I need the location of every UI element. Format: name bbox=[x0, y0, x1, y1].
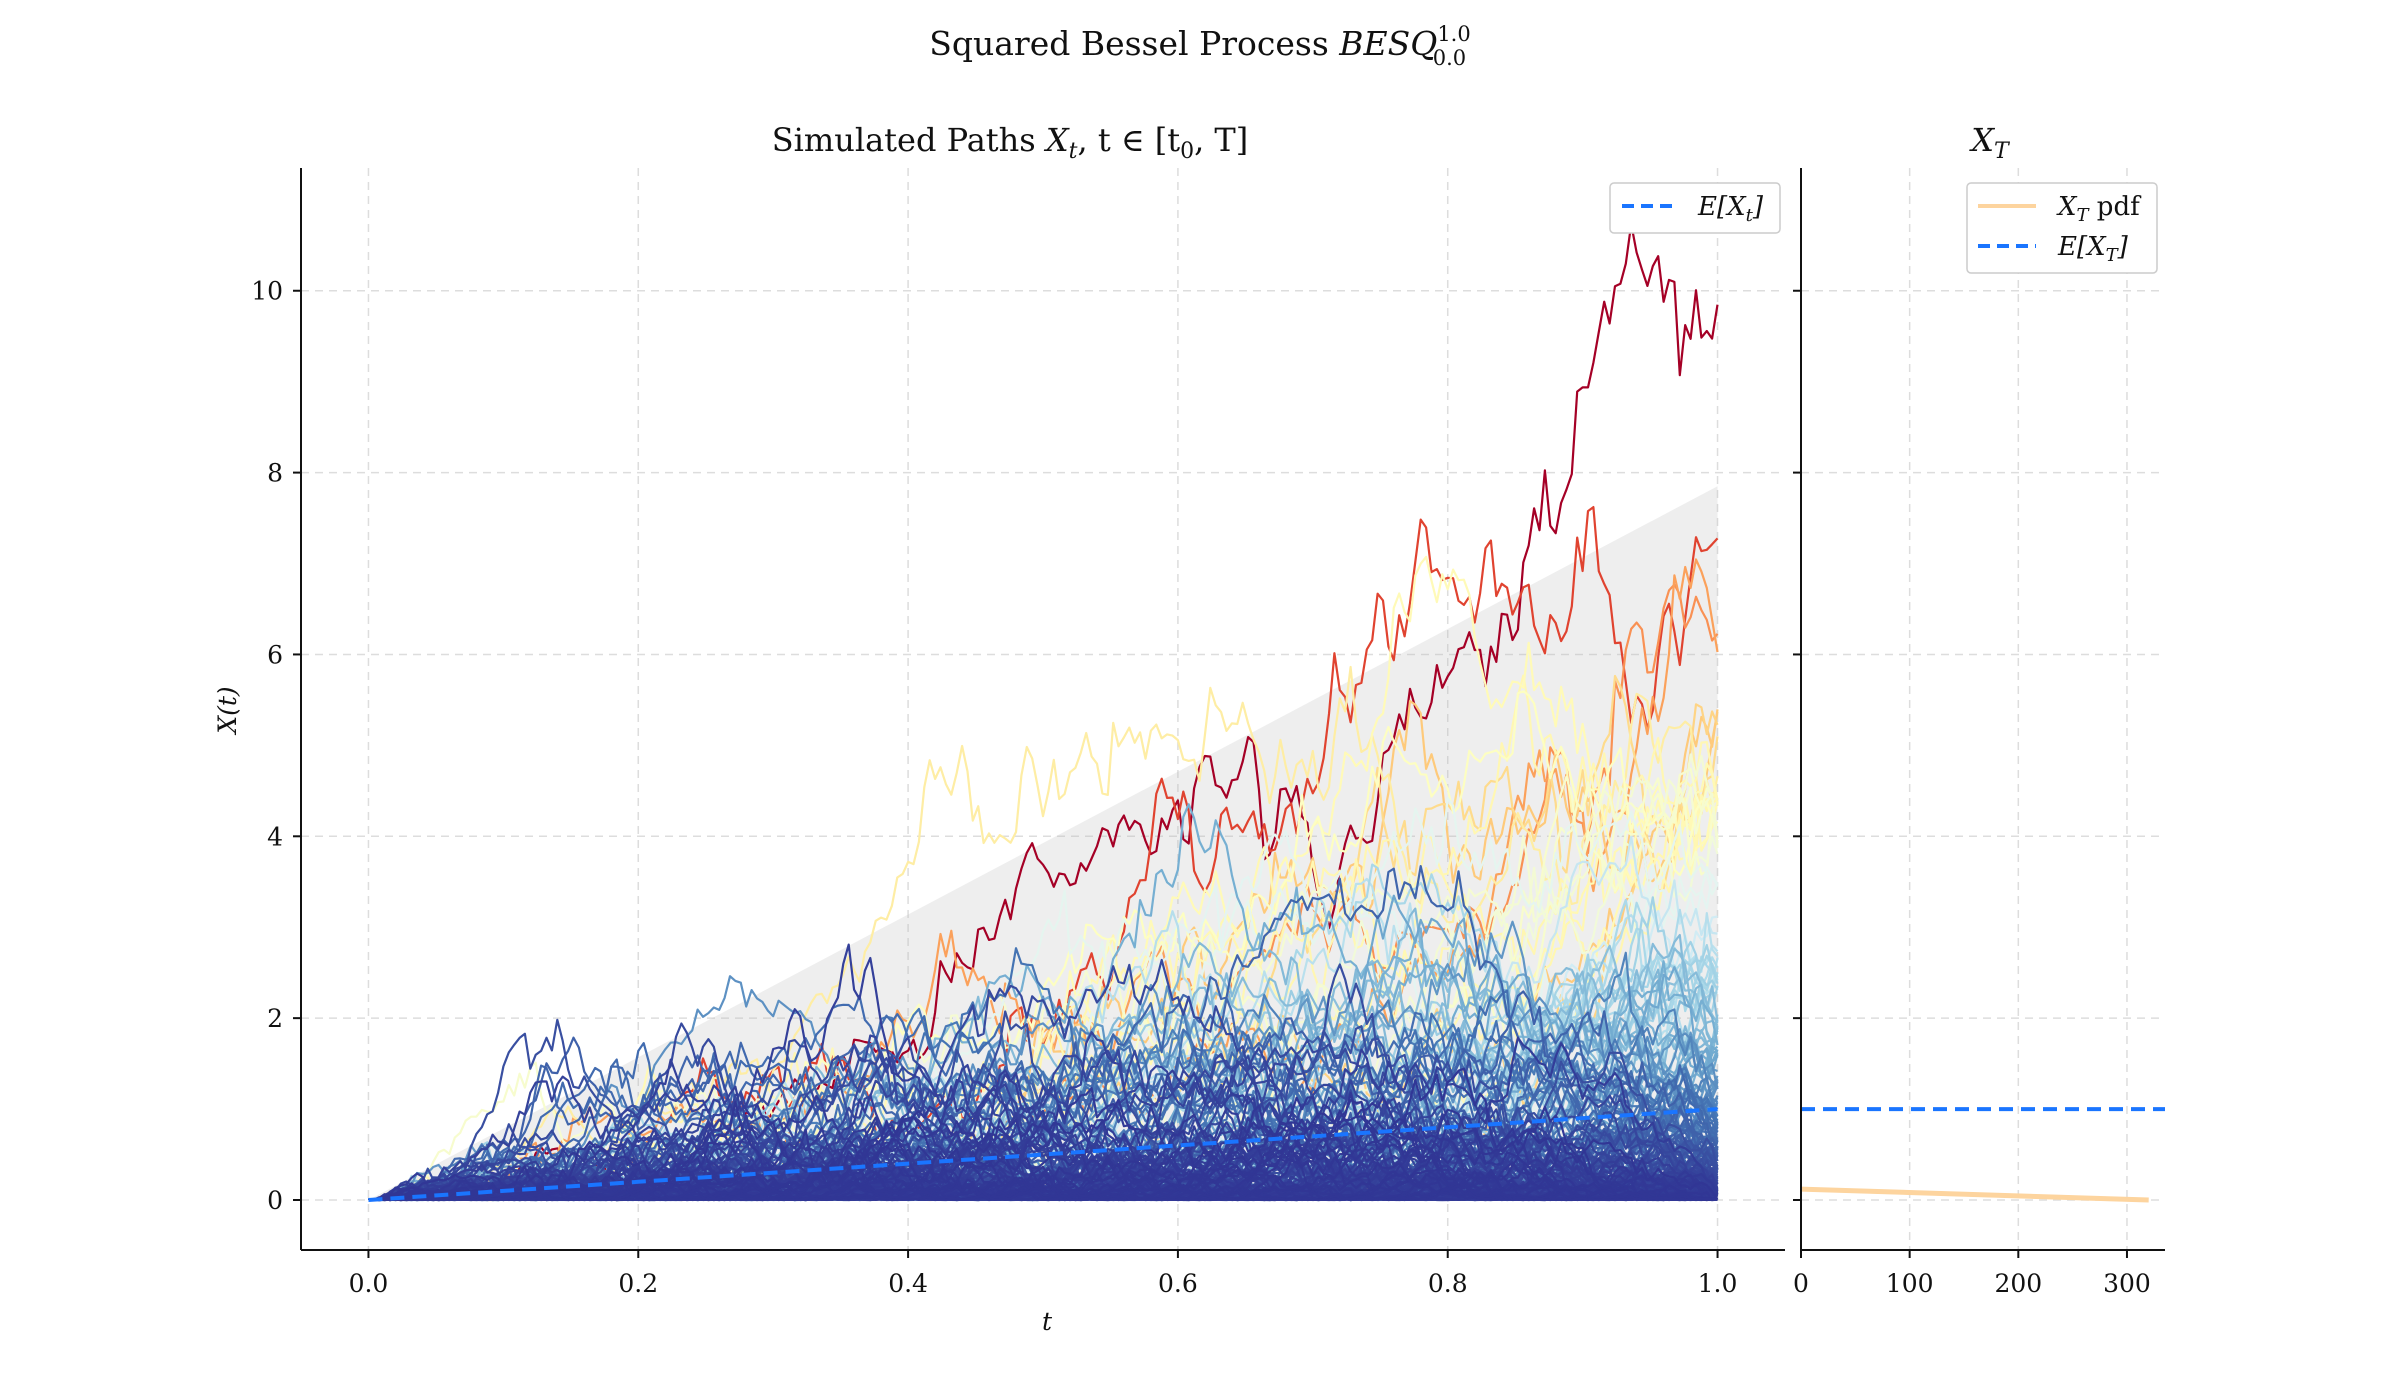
terminal-distribution-panel: 0 100 200 300 XT XT pdf E[XT] bbox=[1793, 121, 2165, 1298]
main-legend-frame bbox=[1609, 182, 1781, 234]
simulated-path bbox=[368, 1170, 1718, 1202]
simulated-path bbox=[368, 1010, 1719, 1202]
side-series bbox=[1800, 1107, 2165, 1203]
side-x-tick-label: 200 bbox=[1994, 1269, 2042, 1298]
main-y-tick-label: 8 bbox=[267, 459, 283, 488]
side-panel-title: XT bbox=[1968, 121, 2011, 164]
main-x-tick-label: 0.2 bbox=[618, 1269, 658, 1298]
simulated-path bbox=[368, 1098, 1718, 1202]
main-series bbox=[368, 1107, 1718, 1202]
side-x-tick-label: 300 bbox=[2103, 1269, 2151, 1298]
main-y-tick-label: 6 bbox=[267, 640, 283, 669]
side-x-tick-label: 0 bbox=[1793, 1269, 1809, 1298]
main-x-tick-label: 1.0 bbox=[1698, 1269, 1738, 1298]
figure-suptitle: Squared Bessel Process BESQ1.0 0.0 bbox=[929, 22, 1470, 70]
side-legend: XT pdf E[XT] bbox=[1966, 182, 2158, 274]
main-x-tick-label: 0.8 bbox=[1428, 1269, 1468, 1298]
side-axes: 0 100 200 300 bbox=[1793, 168, 2165, 1298]
side-legend-label-mean: E[XT] bbox=[2057, 232, 2129, 266]
main-expectation-line bbox=[368, 1107, 1718, 1202]
simulated-path bbox=[368, 975, 1719, 1202]
side-legend-label-pdf: XT pdf bbox=[2056, 192, 2142, 226]
main-legend: E[Xt] bbox=[1609, 182, 1781, 234]
main-y-tick-label: 4 bbox=[267, 822, 283, 851]
main-x-axis-label: t bbox=[1042, 1307, 1053, 1336]
main-y-tick-label: 0 bbox=[267, 1186, 283, 1215]
side-x-tick-label: 100 bbox=[1886, 1269, 1934, 1298]
side-gridlines bbox=[1800, 168, 2165, 1250]
simulated-path bbox=[368, 1140, 1718, 1202]
main-y-axis-label: X(t) bbox=[213, 686, 242, 735]
main-paths-panel: 0.0 0.2 0.4 0.6 0.8 1.0 0 2 4 6 8 10 Simulated Path… bbox=[213, 121, 1785, 1336]
main-x-tick-label: 0.0 bbox=[349, 1269, 389, 1298]
simulated-paths bbox=[368, 222, 1719, 1202]
side-pdf-line bbox=[1800, 1186, 2149, 1203]
main-panel-title: Simulated Paths Xt, t ∈ [t0, T] bbox=[772, 121, 1248, 164]
main-x-tick-label: 0.6 bbox=[1158, 1269, 1198, 1298]
main-legend-label-mean: E[Xt] bbox=[1697, 192, 1764, 226]
main-y-tick-label: 2 bbox=[267, 1004, 283, 1033]
variance-band bbox=[368, 486, 1718, 1200]
main-axes: 0.0 0.2 0.4 0.6 0.8 1.0 0 2 4 6 8 10 bbox=[251, 168, 1785, 1298]
simulated-path bbox=[368, 1171, 1718, 1202]
main-y-tick-label: 10 bbox=[251, 277, 283, 306]
simulated-path bbox=[368, 1099, 1719, 1202]
main-x-tick-label: 0.4 bbox=[888, 1269, 928, 1298]
